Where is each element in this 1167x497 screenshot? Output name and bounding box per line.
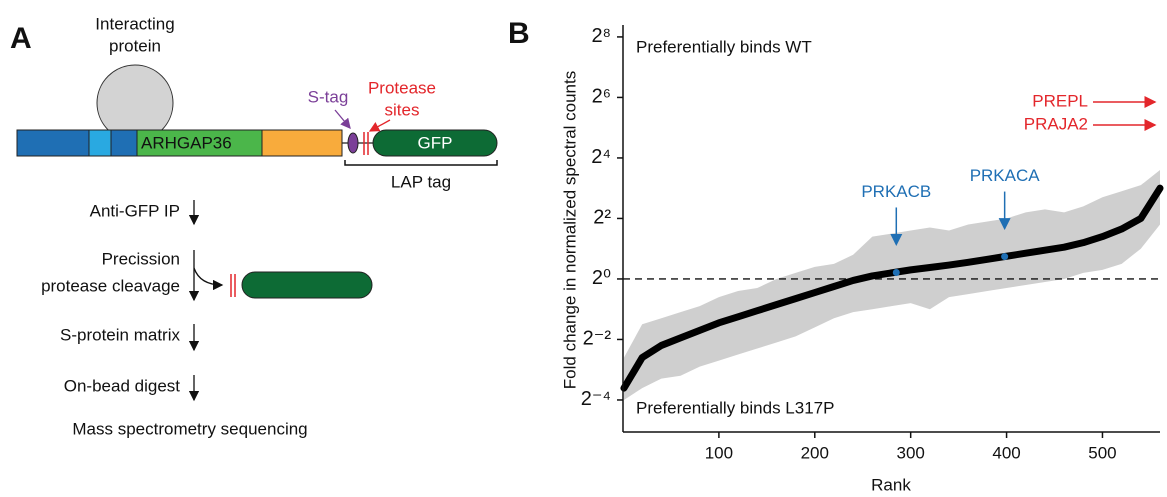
step: Precission: [102, 249, 180, 268]
range-band: [623, 170, 1160, 400]
panel-label: B: [508, 17, 530, 50]
x-tick-label: 500: [1088, 443, 1116, 462]
x-tick-label: 300: [896, 443, 924, 462]
highlight-label: PRKACB: [861, 182, 931, 201]
y-tick-label: 2⁻⁴: [581, 388, 611, 410]
x-tick-label: 100: [705, 443, 733, 462]
step: On-bead digest: [64, 376, 181, 395]
arrow: [193, 267, 224, 291]
panel-b: B Fold change in normalized spectral cou…: [508, 17, 911, 495]
y-axis-label: Fold change in normalized spectral count…: [560, 71, 579, 389]
highlight-label: PRKACA: [970, 166, 1041, 185]
domain: [261, 129, 343, 157]
y-tick-label: 2⁻²: [583, 328, 612, 350]
highlight-point: [1001, 253, 1009, 261]
offscale-label: PREPL: [1032, 91, 1088, 110]
arrow: [368, 119, 391, 132]
y-tick-label: 2⁰: [592, 267, 611, 289]
stag-label: S-tag: [308, 87, 349, 106]
gfp: [372, 129, 498, 157]
lap-label: LAP tag: [391, 172, 451, 191]
domain: [88, 129, 112, 157]
gfp: [241, 271, 373, 299]
gfp-label: GFP: [418, 133, 453, 152]
step: protease cleavage: [41, 276, 180, 295]
protease-label: sites: [385, 100, 420, 119]
annotation: Preferentially binds L317P: [636, 398, 834, 417]
y-tick-label: 2⁸: [591, 25, 611, 47]
x-axis-label: Rank: [871, 475, 911, 494]
step: Anti-GFP IP: [90, 201, 180, 220]
y-tick-label: 2⁴: [591, 146, 611, 168]
panel-label: A: [10, 22, 32, 55]
arrow: [334, 109, 351, 129]
annotation: Preferentially binds WT: [636, 37, 812, 56]
protein-label: protein: [109, 36, 161, 55]
domain-label: ARHGAP36: [141, 133, 232, 152]
panel-a: A Interacting protein ARHGAP36 GFP LAP t…: [10, 14, 498, 438]
s-tag: [347, 132, 359, 154]
step: S-protein matrix: [60, 325, 180, 344]
x-tick-label: 400: [992, 443, 1020, 462]
y-tick-label: 2⁶: [592, 86, 611, 108]
protein-label: Interacting: [95, 14, 174, 33]
step: Mass spectrometry sequencing: [72, 419, 307, 438]
protease-label: Protease: [368, 78, 436, 97]
offscale-label: PRAJA2: [1024, 114, 1088, 133]
highlight-point: [892, 268, 900, 276]
x-tick-label: 200: [801, 443, 829, 462]
bracket: [344, 160, 498, 166]
y-tick-label: 2²: [593, 207, 611, 229]
domain: [110, 129, 138, 157]
domain: [136, 129, 263, 157]
domain: [16, 129, 90, 157]
rank-line: [620, 184, 1164, 392]
